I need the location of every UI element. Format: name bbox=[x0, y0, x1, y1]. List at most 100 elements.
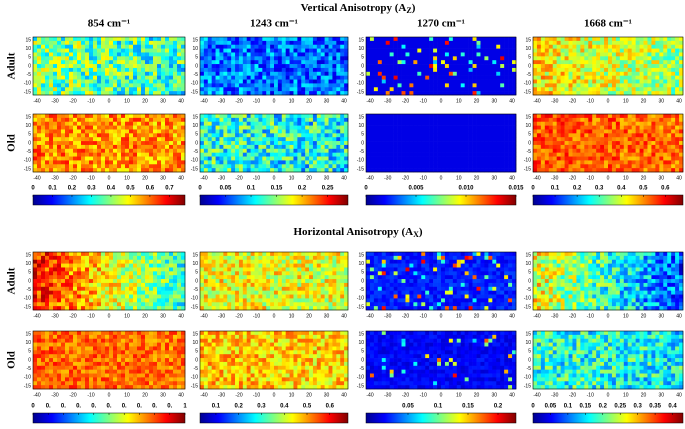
heatmap-cell bbox=[246, 152, 251, 157]
heatmap-cell bbox=[309, 148, 314, 153]
heatmap-cell bbox=[145, 87, 150, 92]
heatmap-cell bbox=[552, 91, 557, 96]
heatmap-cell bbox=[97, 64, 102, 69]
colorbar-tick-label: 0.010 bbox=[458, 186, 474, 192]
heatmap-cell bbox=[460, 67, 465, 73]
heatmap-cell bbox=[246, 114, 251, 119]
heatmap-cell bbox=[596, 56, 601, 61]
heatmap-cell bbox=[133, 48, 138, 53]
heatmap-cell bbox=[81, 290, 86, 295]
heatmap-cell bbox=[129, 79, 134, 84]
heatmap-cell bbox=[215, 60, 220, 65]
heatmap-cell bbox=[45, 141, 50, 146]
heatmap-cell bbox=[635, 137, 640, 142]
heatmap-cell bbox=[133, 117, 138, 123]
heatmap-cell bbox=[667, 160, 672, 165]
heatmap-cell bbox=[533, 133, 538, 138]
heatmap-cell bbox=[596, 64, 601, 69]
heatmap-cell bbox=[219, 125, 224, 130]
heatmap-cell bbox=[560, 125, 565, 130]
heatmap-cell bbox=[57, 52, 62, 57]
heatmap-cell bbox=[544, 71, 550, 76]
heatmap-cell bbox=[161, 40, 166, 46]
heatmap-cell bbox=[41, 168, 46, 173]
heatmap-cell bbox=[643, 156, 648, 161]
heatmap-cell bbox=[389, 71, 394, 76]
heatmap-cell bbox=[177, 56, 182, 61]
heatmap-cell bbox=[289, 40, 294, 46]
heatmap-cell bbox=[536, 125, 542, 130]
heatmap-cell bbox=[274, 156, 279, 161]
heatmap-cell bbox=[242, 133, 248, 138]
heatmap-cell bbox=[297, 67, 302, 73]
heatmap-cell bbox=[41, 60, 46, 65]
heatmap-cell bbox=[508, 121, 513, 126]
heatmap-cell bbox=[460, 48, 465, 53]
heatmap-cell bbox=[600, 79, 605, 84]
heatmap-cell bbox=[53, 141, 58, 146]
heatmap-cell bbox=[340, 37, 345, 42]
heatmap-cell bbox=[215, 168, 220, 173]
heatmap-cell bbox=[552, 117, 557, 123]
heatmap-cell bbox=[512, 168, 517, 173]
heatmap-cell bbox=[397, 67, 402, 73]
heatmap-cell bbox=[619, 44, 625, 49]
heatmap-cell bbox=[675, 87, 680, 92]
heatmap-cell bbox=[336, 152, 341, 157]
heatmap-cell bbox=[344, 64, 349, 69]
x-tick-label: -10 bbox=[420, 175, 427, 181]
heatmap-cell bbox=[77, 44, 82, 49]
heatmap-cell bbox=[417, 156, 422, 161]
heatmap-cell bbox=[336, 114, 341, 119]
heatmap-cell bbox=[584, 48, 589, 53]
heatmap-cell bbox=[663, 56, 668, 61]
heatmap-cell bbox=[548, 40, 554, 46]
heatmap-cell bbox=[389, 152, 394, 157]
heatmap-cell bbox=[219, 121, 224, 126]
heatmap-cell bbox=[604, 160, 609, 165]
heatmap-cell bbox=[381, 40, 387, 46]
heatmap-cell bbox=[69, 255, 74, 261]
heatmap-cell bbox=[161, 152, 166, 157]
heatmap-cell bbox=[69, 56, 74, 61]
heatmap-cell bbox=[77, 156, 82, 161]
heatmap-cell bbox=[254, 87, 259, 92]
heatmap-cell bbox=[675, 44, 680, 49]
heatmap-cell bbox=[564, 83, 569, 88]
heatmap-cell bbox=[65, 144, 70, 150]
heatmap-cell bbox=[207, 91, 212, 96]
heatmap-cell bbox=[215, 64, 220, 69]
heatmap-cell bbox=[69, 114, 74, 119]
heatmap-cell bbox=[452, 37, 458, 42]
heatmap-cell bbox=[235, 87, 240, 92]
heatmap-cell bbox=[215, 79, 220, 84]
heatmap-cell bbox=[219, 148, 224, 153]
heatmap-cell bbox=[401, 125, 406, 130]
heatmap-cell bbox=[324, 40, 329, 46]
heatmap-cell bbox=[627, 168, 632, 173]
heatmap-cell bbox=[289, 52, 294, 57]
heatmap-cell bbox=[324, 52, 329, 57]
heatmap-cell bbox=[437, 114, 442, 119]
heatmap-cell bbox=[281, 83, 286, 88]
heatmap-cell bbox=[89, 56, 94, 61]
heatmap-cell bbox=[448, 83, 454, 88]
heatmap-cell bbox=[340, 52, 345, 57]
heatmap-cell bbox=[441, 48, 446, 53]
heatmap-cell bbox=[173, 133, 178, 138]
heatmap-cell bbox=[219, 60, 224, 65]
heatmap-cell bbox=[556, 83, 561, 88]
heatmap-cell bbox=[305, 121, 310, 126]
heatmap-cell bbox=[231, 79, 236, 84]
heatmap-cell bbox=[631, 148, 636, 153]
heatmap-cell bbox=[203, 152, 209, 157]
heatmap-cell bbox=[369, 141, 375, 146]
heatmap-cell bbox=[556, 129, 561, 134]
heatmap-cell bbox=[417, 56, 422, 61]
heatmap-cell bbox=[639, 160, 644, 165]
heatmap-cell bbox=[161, 133, 166, 138]
heatmap-cell bbox=[647, 144, 652, 150]
heatmap-cell bbox=[600, 75, 605, 80]
heatmap-cell bbox=[480, 52, 485, 57]
heatmap-cell bbox=[533, 156, 538, 161]
